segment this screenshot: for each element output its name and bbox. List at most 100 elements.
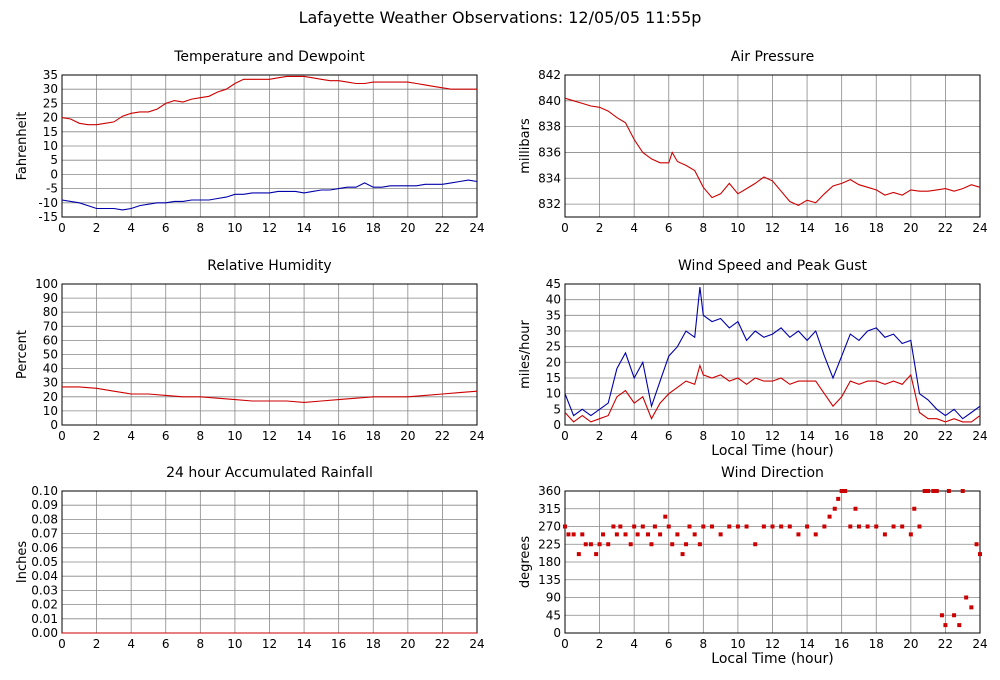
y-tick-label: 90	[43, 291, 58, 305]
y-tick-label: 40	[546, 293, 561, 307]
data-point	[632, 524, 637, 529]
data-point	[594, 552, 599, 557]
y-tick-label: 50	[43, 348, 58, 362]
y-tick-label: 80	[43, 305, 58, 319]
y-tick-label: 30	[43, 82, 58, 96]
y-tick-label: 180	[538, 555, 561, 569]
data-point	[931, 489, 936, 493]
x-tick-label: 24	[972, 429, 987, 443]
y-tick-label: 45	[546, 277, 561, 291]
page-title: Lafayette Weather Observations: 12/05/05…	[298, 8, 702, 27]
x-tick-label: 10	[227, 429, 242, 443]
data-point	[735, 524, 740, 529]
data-point	[753, 542, 758, 547]
x-tick-label: 10	[227, 637, 242, 651]
data-point	[675, 532, 680, 537]
chart-title: 24 hour Accumulated Rainfall	[166, 465, 373, 481]
x-tick-label: 8	[700, 429, 708, 443]
data-point	[597, 542, 602, 547]
data-point	[912, 506, 917, 511]
x-tick-label: 16	[834, 221, 849, 235]
y-tick-label: 0.05	[31, 555, 58, 569]
y-tick-label: 270	[538, 520, 561, 534]
data-point	[652, 524, 657, 529]
y-tick-label: 45	[546, 608, 561, 622]
data-point	[566, 532, 571, 537]
data-point	[917, 524, 922, 529]
x-tick-label: 8	[197, 221, 205, 235]
x-tick-label: 0	[58, 429, 66, 443]
y-tick-label: 0.07	[31, 527, 58, 541]
x-tick-label: 4	[630, 637, 638, 651]
y-tick-label: 0.08	[31, 512, 58, 526]
data-point	[606, 542, 611, 547]
chart-pressure: 0 2 4 6 8 10 12 14 16 18 20 22 24832834836838840842A…	[518, 49, 988, 235]
series-line-red	[62, 386, 478, 403]
data-point	[946, 489, 951, 493]
y-tick-label: 100	[35, 277, 58, 291]
x-tick-label: 12	[262, 429, 277, 443]
chart-temp: 0 2 4 6 8 10 12 14 16 18 20 22 24-15-10-505101520253…	[15, 49, 485, 235]
x-tick-label: 2	[596, 429, 604, 443]
x-tick-label: 2	[93, 637, 101, 651]
data-point	[926, 489, 931, 493]
x-tick-label: 22	[435, 221, 450, 235]
chart-title: Wind Speed and Peak Gust	[678, 258, 867, 274]
x-tick-label: 8	[700, 637, 708, 651]
y-tick-label: 35	[43, 68, 58, 82]
y-tick-label: 0.02	[31, 598, 58, 612]
y-tick-label: 20	[43, 111, 58, 125]
data-point	[666, 524, 671, 529]
x-tick-label: 24	[469, 637, 484, 651]
y-tick-label: 225	[538, 537, 561, 551]
data-point	[718, 532, 723, 537]
x-tick-label: 14	[296, 429, 311, 443]
data-point	[588, 542, 593, 547]
data-point	[779, 524, 784, 529]
x-tick-label: 0	[58, 637, 66, 651]
data-point	[882, 532, 887, 537]
x-tick-label: 4	[127, 221, 135, 235]
data-point	[964, 595, 969, 600]
y-tick-label: 0.00	[31, 626, 58, 640]
x-axis-label: Local Time (hour)	[711, 651, 833, 667]
x-tick-label: 16	[834, 429, 849, 443]
data-point	[900, 524, 905, 529]
x-tick-label: 0	[561, 637, 569, 651]
x-tick-label: 2	[93, 221, 101, 235]
y-tick-label: -10	[38, 196, 58, 210]
x-tick-label: 18	[366, 221, 381, 235]
y-tick-label: 5	[553, 402, 561, 416]
y-tick-label: 0	[553, 418, 561, 432]
data-point	[839, 489, 844, 493]
x-tick-label: 14	[296, 221, 311, 235]
plot-frame	[564, 283, 981, 426]
data-point	[843, 489, 848, 493]
y-tick-label: 15	[43, 125, 58, 139]
y-tick-label: -15	[38, 210, 58, 224]
y-tick-label: 0.09	[31, 498, 58, 512]
data-point	[614, 532, 619, 537]
x-tick-label: 20	[400, 429, 415, 443]
data-point	[663, 514, 668, 519]
y-tick-label: 35	[546, 308, 561, 322]
data-point	[623, 532, 628, 537]
x-tick-label: 6	[665, 221, 673, 235]
y-tick-label: -5	[46, 182, 58, 196]
y-tick-label: 0.04	[31, 569, 58, 583]
x-tick-label: 18	[869, 637, 884, 651]
data-point	[601, 532, 606, 537]
x-tick-label: 2	[596, 221, 604, 235]
plot-frame	[61, 74, 478, 218]
y-axis-label: miles/hour	[518, 319, 533, 388]
series-line-blue	[564, 287, 981, 420]
x-tick-label: 14	[799, 637, 814, 651]
data-point	[836, 496, 841, 501]
x-tick-label: 24	[469, 429, 484, 443]
x-tick-label: 12	[262, 637, 277, 651]
data-point	[822, 524, 827, 529]
x-tick-label: 16	[331, 429, 346, 443]
y-tick-label: 20	[546, 355, 561, 369]
